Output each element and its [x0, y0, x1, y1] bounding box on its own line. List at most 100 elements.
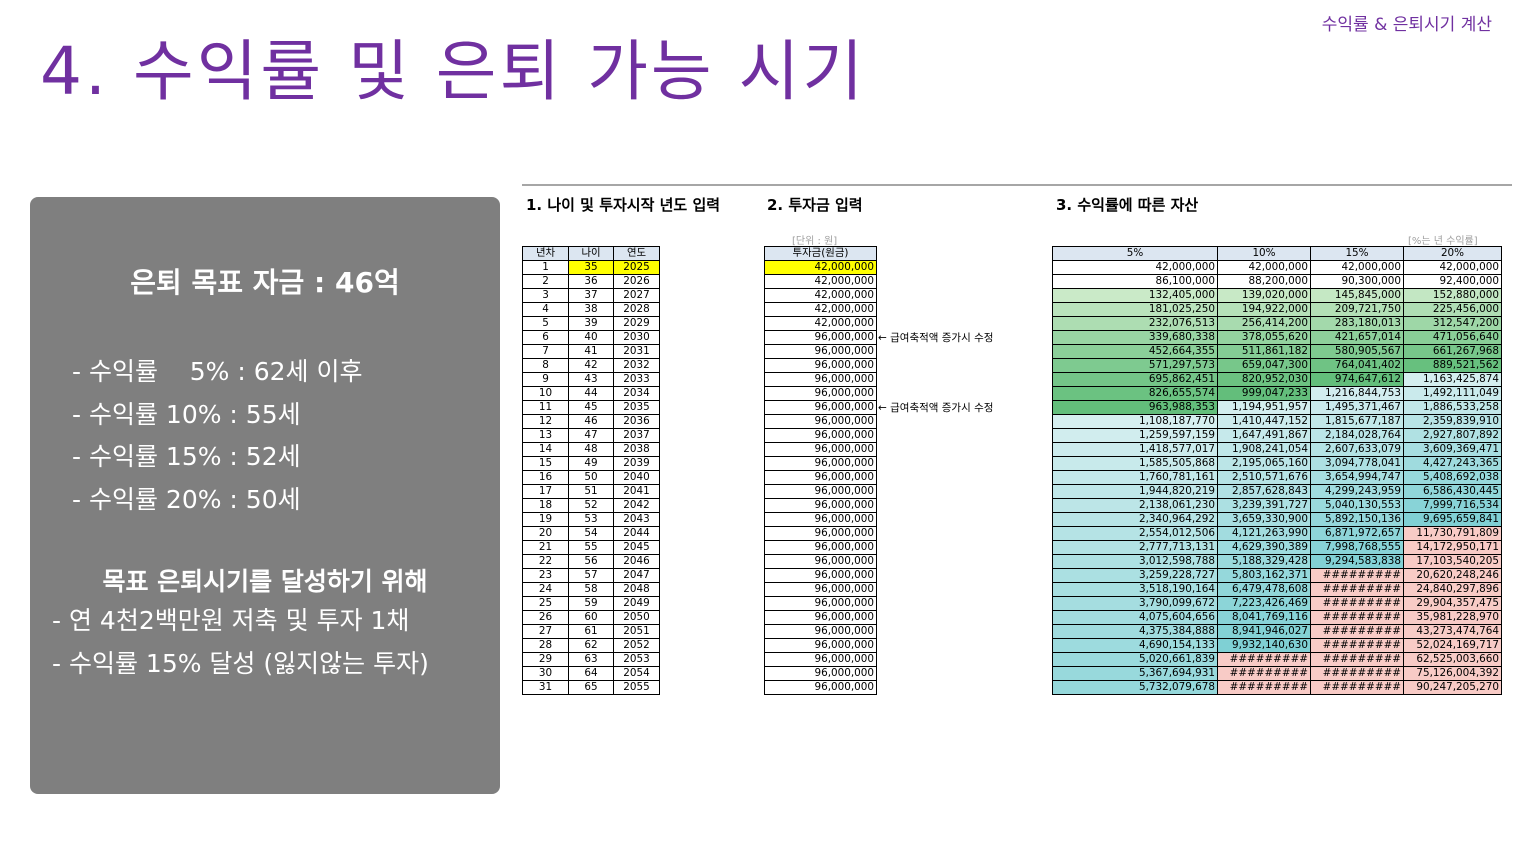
- investment-cell: 96,000,000: [764, 372, 877, 387]
- table-row: 96,000,000: [764, 442, 877, 457]
- year-index-cell: 18: [522, 498, 569, 513]
- table-row: 96,000,000: [764, 526, 877, 541]
- asset-value-cell: 421,657,014: [1310, 330, 1404, 345]
- salary-note: ← 급여축적액 증가시 수정: [878, 402, 994, 414]
- asset-value-cell: 5,892,150,136: [1310, 512, 1404, 527]
- investment-cell: 96,000,000: [764, 484, 877, 499]
- age-cell: 55: [568, 540, 614, 555]
- asset-value-cell: 1,216,844,753: [1310, 386, 1404, 401]
- goal-heading: 목표 은퇴시기를 달성하기 위해: [102, 567, 428, 596]
- year-index-cell: 30: [522, 666, 569, 681]
- investment-cell: 96,000,000: [764, 470, 877, 485]
- table-row: 24 58 2048: [522, 582, 660, 597]
- table-row: 232,076,513 256,414,200 283,180,013 312,547…: [1052, 316, 1502, 331]
- age-cell: 48: [568, 442, 614, 457]
- table-row: 42,000,000: [764, 274, 877, 289]
- table-row: 5,020,661,839 ######### ######### 62,525,00…: [1052, 652, 1502, 667]
- year-cell: 2054: [613, 666, 660, 681]
- table-row: 13 47 2037: [522, 428, 660, 443]
- investment-cell: 42,000,000: [764, 302, 877, 317]
- year-cell: 2040: [613, 470, 660, 485]
- asset-value-cell: 4,427,243,365: [1403, 456, 1502, 471]
- asset-value-cell: 3,239,391,727: [1217, 498, 1311, 513]
- age-cell: 62: [568, 638, 614, 653]
- table-row: 2 36 2026: [522, 274, 660, 289]
- asset-value-cell: #########: [1310, 666, 1404, 681]
- goal-item: - 연 4천2백만원 저축 및 투자 1채: [52, 606, 410, 635]
- table-row: 8 42 2032: [522, 358, 660, 373]
- age-cell: 35: [568, 260, 614, 275]
- table-row: 42,000,000: [764, 316, 877, 331]
- asset-value-cell: 471,056,640: [1403, 330, 1502, 345]
- asset-value-cell: 2,340,964,292: [1052, 512, 1218, 527]
- year-index-cell: 25: [522, 596, 569, 611]
- age-cell: 58: [568, 582, 614, 597]
- asset-value-cell: 9,932,140,630: [1217, 638, 1311, 653]
- column-header: 투자금(원금): [764, 246, 877, 261]
- age-cell: 43: [568, 372, 614, 387]
- age-cell: 56: [568, 554, 614, 569]
- asset-value-cell: 225,456,000: [1403, 302, 1502, 317]
- table-row: 4 38 2028: [522, 302, 660, 317]
- asset-value-cell: 52,024,169,717: [1403, 638, 1502, 653]
- asset-value-cell: 2,184,028,764: [1310, 428, 1404, 443]
- year-index-cell: 1: [522, 260, 569, 275]
- investment-cell: 96,000,000: [764, 526, 877, 541]
- asset-value-cell: 1,495,371,467: [1310, 400, 1404, 415]
- table-row: 23 57 2047: [522, 568, 660, 583]
- age-year-table: 년차 나이 연도 1 35 2025 2 36 2026 3 37 2027 4 38 2028 5 39…: [522, 246, 660, 695]
- asset-value-cell: 4,121,263,990: [1217, 526, 1311, 541]
- asset-value-cell: 209,721,750: [1310, 302, 1404, 317]
- year-index-cell: 17: [522, 484, 569, 499]
- asset-value-cell: 7,223,426,469: [1217, 596, 1311, 611]
- asset-value-cell: 974,647,612: [1310, 372, 1404, 387]
- table-row: 30 64 2054: [522, 666, 660, 681]
- asset-value-cell: 1,418,577,017: [1052, 442, 1218, 457]
- investment-cell: 96,000,000: [764, 582, 877, 597]
- column-header: 년차: [522, 246, 569, 261]
- asset-value-cell: 283,180,013: [1310, 316, 1404, 331]
- investment-cell: 96,000,000: [764, 652, 877, 667]
- section2-title: 2. 투자금 입력: [767, 196, 863, 214]
- asset-value-cell: 152,880,000: [1403, 288, 1502, 303]
- table-row: 96,000,000: [764, 554, 877, 569]
- salary-note: ← 급여축적액 증가시 수정: [878, 332, 994, 344]
- table-row: 17 51 2041: [522, 484, 660, 499]
- year-index-cell: 7: [522, 344, 569, 359]
- asset-value-cell: 90,300,000: [1310, 274, 1404, 289]
- year-cell: 2038: [613, 442, 660, 457]
- rate-result-item: - 수익률 20% : 50세: [72, 484, 301, 514]
- asset-value-cell: 2,857,628,843: [1217, 484, 1311, 499]
- table-row: 1,259,597,159 1,647,491,867 2,184,028,764 2…: [1052, 428, 1502, 443]
- age-cell: 63: [568, 652, 614, 667]
- investment-cell: 42,000,000: [764, 288, 877, 303]
- asset-value-cell: 132,405,000: [1052, 288, 1218, 303]
- age-cell: 59: [568, 596, 614, 611]
- asset-value-cell: #########: [1310, 652, 1404, 667]
- age-cell: 60: [568, 610, 614, 625]
- column-header: 연도: [613, 246, 660, 261]
- table-row: 21 55 2045: [522, 540, 660, 555]
- asset-value-cell: 1,760,781,161: [1052, 470, 1218, 485]
- asset-value-cell: 42,000,000: [1310, 260, 1404, 275]
- year-index-cell: 4: [522, 302, 569, 317]
- table-row: 96,000,000: [764, 400, 877, 415]
- percent-note: [%는 년 수익률]: [1408, 236, 1478, 247]
- asset-value-cell: 3,609,369,471: [1403, 442, 1502, 457]
- table-row: 16 50 2040: [522, 470, 660, 485]
- investment-cell: 96,000,000: [764, 512, 877, 527]
- table-row: 2,138,061,230 3,239,391,727 5,040,130,553 7…: [1052, 498, 1502, 513]
- year-index-cell: 6: [522, 330, 569, 345]
- asset-value-cell: 42,000,000: [1403, 260, 1502, 275]
- asset-value-cell: 4,375,384,888: [1052, 624, 1218, 639]
- year-cell: 2047: [613, 568, 660, 583]
- table-row: 96,000,000: [764, 666, 877, 681]
- age-cell: 36: [568, 274, 614, 289]
- table-row: 96,000,000: [764, 414, 877, 429]
- table-row: 26 60 2050: [522, 610, 660, 625]
- table-row: 42,000,000: [764, 288, 877, 303]
- year-cell: 2035: [613, 400, 660, 415]
- rate-result-list: - 수익률 5% : 62세 이후 - 수익률 10% : 55세 - 수익률 …: [72, 351, 363, 521]
- table-row: 25 59 2049: [522, 596, 660, 611]
- rate-result-item: - 수익률 10% : 55세: [72, 399, 301, 429]
